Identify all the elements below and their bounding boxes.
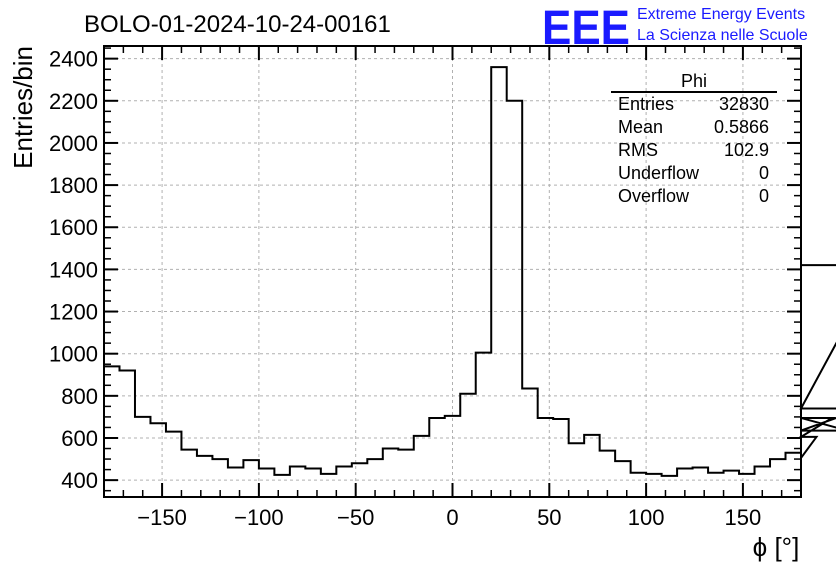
x-tick-label: −100 [234, 505, 284, 530]
stats-row-value: 0.5866 [714, 117, 769, 137]
stats-box: Phi Entries 32830 Mean 0.5866 RMS 102.9 Underf… [611, 71, 777, 206]
x-tick-label: −150 [137, 505, 187, 530]
stats-box-title: Phi [681, 71, 707, 91]
eee-logo: EEE Extreme Energy Events La Scienza nel… [542, 2, 808, 55]
y-tick-label: 1200 [49, 300, 98, 325]
axis-ticks: −150 −100 −50 0 50 100 150 400 600 800 1000 1200 140… [49, 46, 801, 530]
y-tick-label: 600 [61, 426, 98, 451]
y-tick-label: 1400 [49, 257, 98, 282]
stats-row-label: Mean [618, 117, 663, 137]
stats-row-value: 102.9 [724, 140, 769, 160]
x-tick-label: 150 [725, 505, 762, 530]
x-tick-label: 100 [628, 505, 665, 530]
stats-row-value: 32830 [719, 94, 769, 114]
chart-title: BOLO-01-2024-10-24-00161 [84, 11, 391, 38]
eee-logo-line2: La Scienza nelle Scuole [637, 27, 808, 44]
y-tick-label: 2400 [49, 47, 98, 72]
y-tick-label: 2200 [49, 89, 98, 114]
x-tick-label: −50 [337, 505, 374, 530]
y-tick-label: 400 [61, 468, 98, 493]
y-tick-label: 1600 [49, 215, 98, 240]
y-axis-title: Entries/bin [8, 46, 38, 169]
stats-row-value: 0 [759, 163, 769, 183]
y-tick-label: 800 [61, 384, 98, 409]
x-tick-label: 0 [446, 505, 458, 530]
eee-logo-line1: Extreme Energy Events [637, 6, 805, 23]
x-axis-title: ϕ [°] [753, 532, 800, 562]
stats-row-label: Entries [618, 94, 674, 114]
stats-row-label: Underflow [618, 163, 700, 183]
x-tick-label: 50 [537, 505, 561, 530]
stats-row-value: 0 [759, 186, 769, 206]
eee-logo-mark: EEE [542, 2, 630, 55]
y-tick-label: 2000 [49, 131, 98, 156]
stats-row-label: Overflow [618, 186, 690, 206]
histogram-line [104, 66, 836, 477]
y-tick-label: 1000 [49, 342, 98, 367]
y-tick-label: 1800 [49, 173, 98, 198]
stats-row-label: RMS [618, 140, 658, 160]
grid-lines [104, 46, 801, 497]
